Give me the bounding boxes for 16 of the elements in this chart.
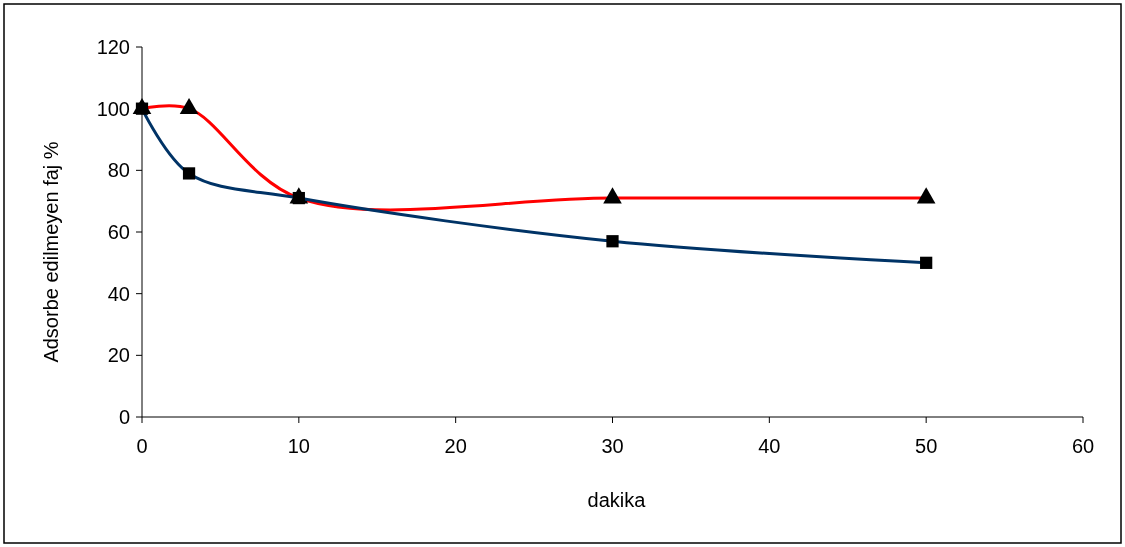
y-tick-label: 60 bbox=[107, 221, 130, 243]
y-tick-label: 80 bbox=[107, 159, 130, 182]
x-tick-label: 60 bbox=[1071, 435, 1095, 457]
y-tick-label: 120 bbox=[96, 36, 130, 58]
x-tick-label: 20 bbox=[444, 435, 467, 457]
x-tick-label: 30 bbox=[601, 435, 624, 457]
y-tick-label: 100 bbox=[96, 97, 130, 120]
x-tick-label: 40 bbox=[758, 435, 781, 457]
y-tick-label: 0 bbox=[118, 406, 130, 428]
y-axis-title: Adsorbe edilmeyen faj % bbox=[40, 141, 62, 363]
x-tick-label: 10 bbox=[287, 435, 310, 457]
x-tick-label: 50 bbox=[915, 435, 938, 457]
x-axis-title: dakika bbox=[587, 489, 647, 511]
y-tick-label: 40 bbox=[107, 282, 130, 305]
x-tick-label: 0 bbox=[136, 435, 148, 457]
y-tick-label: 20 bbox=[107, 344, 130, 367]
